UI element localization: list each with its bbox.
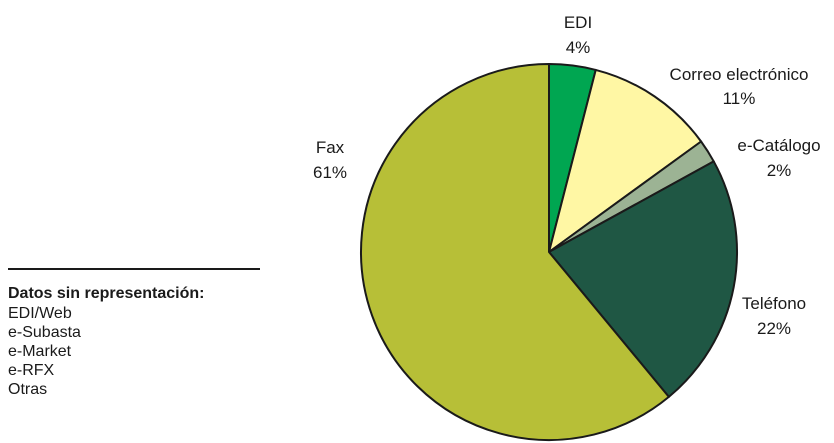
pie-slices: [360, 63, 738, 441]
pie-labels: EDI 4% Correo electrónico 11% e-Catálogo…: [313, 13, 821, 338]
slice-label-correo-name: Correo electrónico: [670, 65, 809, 84]
unrepresented-data-note: Datos sin representación: EDI/Web e-Suba…: [8, 268, 262, 399]
note-item: e-RFX: [8, 362, 55, 379]
note-item: EDI/Web: [8, 305, 72, 322]
note-item: e-Subasta: [8, 324, 81, 341]
note-item: Otras: [8, 381, 48, 398]
slice-label-edi-value: 4%: [566, 38, 591, 57]
slice-label-edi-name: EDI: [564, 13, 592, 32]
note-title: Datos sin representación:: [8, 285, 205, 302]
slice-label-ecatalogo-name: e-Catálogo: [737, 136, 820, 155]
slice-label-telefono-name: Teléfono: [742, 294, 806, 313]
note-item: e-Market: [8, 343, 72, 360]
slice-label-fax-name: Fax: [316, 138, 345, 157]
pie-slice-telefono: [548, 160, 738, 398]
slice-label-ecatalogo-value: 2%: [767, 161, 792, 180]
pie-slice-fax: [360, 63, 670, 441]
pie-slice-correo-electronico: [548, 68, 703, 253]
slice-label-fax-value: 61%: [313, 163, 347, 182]
note-divider: [8, 268, 260, 270]
slice-label-telefono-value: 22%: [757, 319, 791, 338]
slice-label-correo-value: 11%: [723, 89, 756, 108]
